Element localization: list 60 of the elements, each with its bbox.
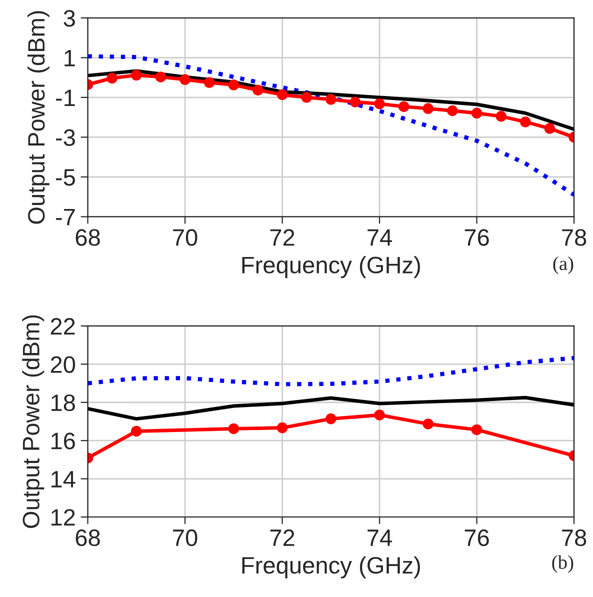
x-tick-label: 74 bbox=[368, 229, 392, 246]
point bbox=[422, 418, 434, 430]
point bbox=[106, 72, 118, 84]
line-series bbox=[88, 396, 574, 421]
x-tick-label: 76 bbox=[464, 229, 489, 246]
point bbox=[326, 94, 336, 105]
x-tick-label: 78 bbox=[562, 529, 586, 546]
y-tick-label: 22 bbox=[50, 318, 75, 335]
y-tick-label: 14 bbox=[52, 471, 76, 488]
text: (b) bbox=[552, 555, 574, 573]
point bbox=[350, 96, 361, 108]
x-tick-label: 68 bbox=[76, 229, 100, 246]
y-tick-label: 16 bbox=[52, 432, 75, 450]
line-series bbox=[88, 356, 574, 386]
point bbox=[496, 110, 506, 122]
point bbox=[520, 116, 531, 128]
y-tick-label: 18 bbox=[52, 394, 75, 412]
point bbox=[276, 89, 288, 100]
x-axis-title: Frequency (GHz) bbox=[242, 256, 420, 278]
y-tick-label: 12 bbox=[52, 509, 75, 526]
point bbox=[180, 74, 190, 85]
point bbox=[374, 98, 385, 110]
x-tick-label: 70 bbox=[173, 529, 198, 546]
point bbox=[374, 410, 385, 420]
point bbox=[131, 70, 142, 81]
point bbox=[544, 123, 556, 134]
point bbox=[228, 423, 240, 434]
point bbox=[228, 80, 240, 90]
x-tick-label: 68 bbox=[76, 529, 100, 546]
y-axis-title: Output Power (dBm) bbox=[27, 11, 50, 224]
point bbox=[252, 84, 264, 96]
point bbox=[276, 422, 288, 434]
x-tick-label: 70 bbox=[173, 229, 198, 246]
point bbox=[471, 424, 482, 436]
x-tick-label: 72 bbox=[270, 529, 294, 546]
y-tick-label: -7 bbox=[56, 209, 75, 226]
point bbox=[471, 108, 482, 119]
y-tick-label: -5 bbox=[56, 169, 75, 186]
line-series bbox=[88, 69, 574, 131]
point bbox=[131, 426, 142, 437]
y-tick-label: -1 bbox=[56, 90, 75, 106]
point bbox=[204, 77, 215, 88]
x-tick-label: 72 bbox=[270, 229, 294, 246]
y-tick-label: -3 bbox=[56, 129, 75, 146]
point bbox=[301, 92, 312, 103]
x-tick-label: 74 bbox=[368, 530, 392, 546]
point bbox=[422, 103, 434, 114]
text: (a) bbox=[553, 256, 574, 274]
x-axis-title: Frequency (GHz) bbox=[242, 556, 420, 578]
line-series bbox=[88, 54, 574, 197]
point bbox=[155, 72, 166, 82]
x-tick-label: 76 bbox=[464, 529, 489, 546]
point bbox=[447, 105, 458, 116]
point bbox=[326, 413, 336, 424]
point bbox=[398, 101, 410, 112]
y-tick-label: 20 bbox=[50, 356, 76, 373]
x-tick-label: 78 bbox=[562, 229, 586, 246]
y-tick-label: 1 bbox=[64, 50, 75, 66]
y-axis-title: Output Power (dBm) bbox=[22, 315, 44, 528]
y-tick-label: 3 bbox=[64, 10, 75, 27]
